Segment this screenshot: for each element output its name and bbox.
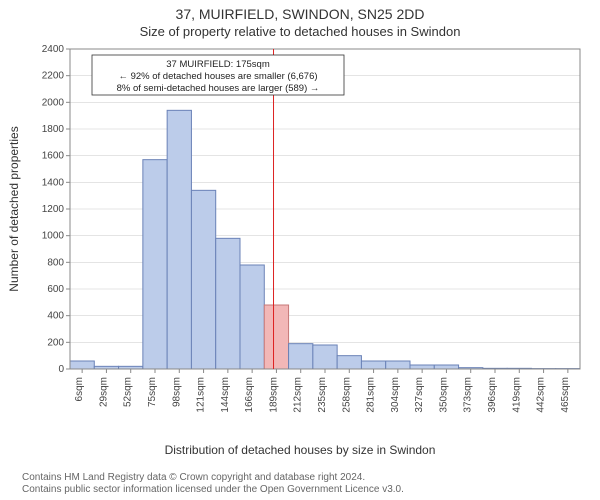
svg-text:1800: 1800 [42,124,65,135]
annotation-line: 8% of semi-detached houses are larger (5… [117,83,320,94]
svg-text:6sqm: 6sqm [74,377,85,401]
histogram-bar [434,365,458,369]
svg-text:98sqm: 98sqm [171,377,182,407]
svg-text:258sqm: 258sqm [341,377,352,413]
histogram-bar [240,265,264,369]
svg-text:1400: 1400 [42,177,65,188]
svg-text:442sqm: 442sqm [536,377,547,413]
annotation-line: ← 92% of detached houses are smaller (6,… [118,71,317,82]
svg-text:29sqm: 29sqm [98,377,109,407]
svg-text:327sqm: 327sqm [414,377,425,413]
svg-text:144sqm: 144sqm [220,377,231,413]
histogram-bar [313,345,337,369]
chart-caption: Distribution of detached houses by size … [0,439,600,457]
svg-text:212sqm: 212sqm [293,377,304,413]
svg-text:75sqm: 75sqm [147,377,158,407]
svg-text:281sqm: 281sqm [366,377,377,413]
svg-text:235sqm: 235sqm [317,377,328,413]
histogram-bar [410,365,434,369]
histogram-chart: 0 200 400 600 800 1000 1200 1400 1600 1800 2000 220… [0,39,600,439]
svg-text:1000: 1000 [42,231,65,242]
svg-text:2000: 2000 [42,97,65,108]
attribution-line-1: Contains HM Land Registry data © Crown c… [22,472,578,484]
attribution-line-2: Contains public sector information licen… [22,484,578,496]
svg-text:52sqm: 52sqm [123,377,134,407]
svg-text:800: 800 [47,257,64,268]
y-axis-label: Number of detached properties [7,126,21,291]
address-line: 37, MUIRFIELD, SWINDON, SN25 2DD [0,0,600,22]
svg-text:400: 400 [47,311,64,322]
svg-text:0: 0 [58,364,64,375]
chart-subtitle: Size of property relative to detached ho… [0,22,600,39]
histogram-bar [216,238,240,369]
svg-text:373sqm: 373sqm [463,377,474,413]
svg-text:2400: 2400 [42,44,65,55]
histogram-bar [386,361,410,369]
svg-text:600: 600 [47,284,64,295]
svg-text:350sqm: 350sqm [438,377,449,413]
histogram-bar [70,361,94,369]
svg-text:166sqm: 166sqm [244,377,255,413]
svg-text:1200: 1200 [42,204,65,215]
svg-text:200: 200 [47,337,64,348]
histogram-bar [191,190,215,369]
annotation-line: 37 MUIRFIELD: 175sqm [166,59,270,70]
svg-text:396sqm: 396sqm [487,377,498,413]
histogram-bar [167,110,191,369]
histogram-bar [143,160,167,369]
histogram-bar [289,344,313,369]
svg-text:2200: 2200 [42,71,65,82]
svg-text:1600: 1600 [42,151,65,162]
svg-text:304sqm: 304sqm [390,377,401,413]
svg-text:121sqm: 121sqm [196,377,207,413]
histogram-bar [361,361,385,369]
marker-bar [264,305,288,369]
svg-text:189sqm: 189sqm [268,377,279,413]
svg-text:419sqm: 419sqm [511,377,522,413]
histogram-bar [337,356,361,369]
attribution-block: Contains HM Land Registry data © Crown c… [22,472,578,496]
svg-text:465sqm: 465sqm [560,377,571,413]
